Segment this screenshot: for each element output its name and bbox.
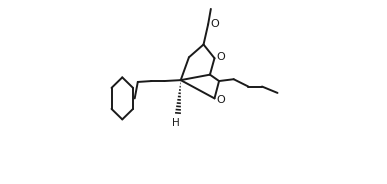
Text: O: O (216, 52, 225, 62)
Text: O: O (210, 20, 219, 29)
Text: O: O (216, 95, 225, 105)
Text: H: H (172, 118, 180, 128)
